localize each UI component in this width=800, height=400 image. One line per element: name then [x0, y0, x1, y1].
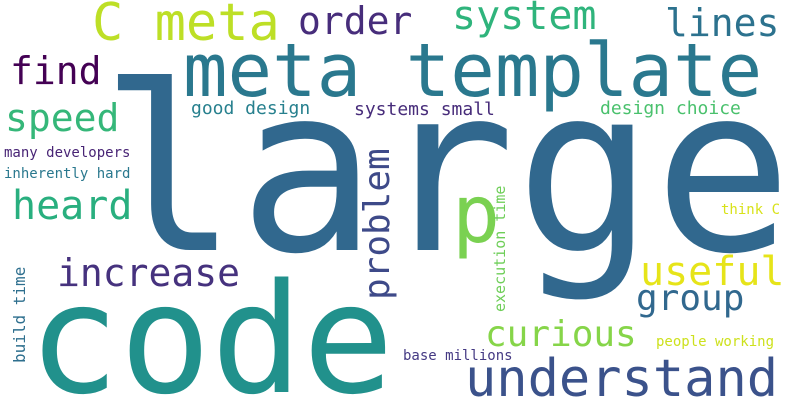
word-c-meta: C meta: [92, 0, 280, 53]
word-heard: heard: [12, 183, 132, 229]
word-large: large: [100, 38, 792, 305]
word-speed: speed: [5, 96, 119, 140]
word-increase: increase: [57, 251, 240, 295]
word-base-millions: base millions: [403, 348, 513, 364]
word-order: order: [298, 0, 412, 43]
word-system: system: [452, 0, 597, 39]
word-find: find: [10, 49, 102, 93]
word-code: code: [28, 251, 394, 400]
word-people-working: people working: [656, 334, 774, 350]
word-group: group: [636, 278, 744, 319]
word-systems-small: systems small: [354, 99, 495, 120]
word-p: p: [452, 168, 500, 261]
word-lines: lines: [665, 1, 779, 45]
word-execution-time: execution time: [491, 186, 509, 312]
word-build-time: build time: [10, 267, 29, 363]
word-meta-template: meta template: [183, 28, 762, 114]
word-inherently-hard: inherently hard: [4, 166, 130, 182]
word-good-design: good design: [191, 98, 310, 119]
word-understand: understand: [465, 349, 778, 400]
word-curious: curious: [485, 314, 637, 355]
word-design-choice: design choice: [600, 98, 741, 119]
word-useful: useful: [640, 249, 785, 295]
word-think-c: think C: [721, 202, 780, 218]
word-many-developers: many developers: [4, 145, 130, 161]
word-problem: problem: [357, 148, 398, 300]
